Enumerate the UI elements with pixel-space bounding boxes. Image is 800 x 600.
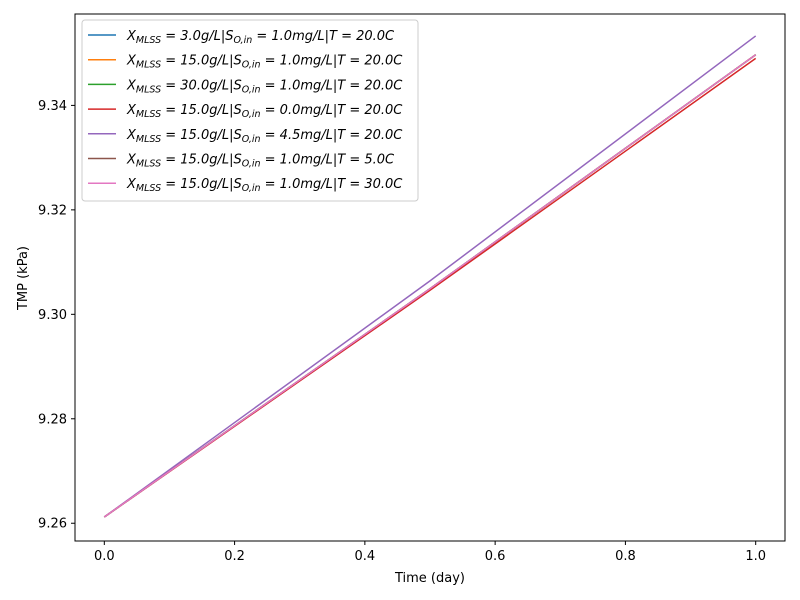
series-line-7 xyxy=(103,54,757,518)
y-axis: 9.26 9.28 9.30 9.32 9.34 xyxy=(38,99,75,532)
y-tick-label: 9.30 xyxy=(38,308,67,323)
x-axis-label: Time (day) xyxy=(394,571,465,586)
x-tick-label: 1.0 xyxy=(745,549,766,564)
y-axis-label: TMP (kPa) xyxy=(16,246,31,311)
y-tick-label: 9.32 xyxy=(38,203,67,218)
x-tick-label: 0.4 xyxy=(355,549,376,564)
x-axis: 0.0 0.2 0.4 0.6 0.8 1.0 xyxy=(94,541,766,564)
legend-box xyxy=(81,19,419,202)
y-tick-label: 9.28 xyxy=(38,412,67,427)
legend-label-1: XMLSS = 3.0g/L|SO,in = 1.0mg/L|T = 20.0C xyxy=(126,29,395,46)
legend-label-5: XMLSS = 15.0g/L|SO,in = 4.5mg/L|T = 20.0… xyxy=(126,128,403,145)
series-line-5 xyxy=(103,35,757,518)
legend-label-3: XMLSS = 30.0g/L|SO,in = 1.0mg/L|T = 20.0… xyxy=(126,78,403,95)
legend: XMLSS = 3.0g/L|SO,in = 1.0mg/L|T = 20.0C… xyxy=(81,19,419,202)
x-tick-label: 0.0 xyxy=(94,549,115,564)
legend-label-6: XMLSS = 15.0g/L|SO,in = 1.0mg/L|T = 5.0C xyxy=(126,153,395,170)
legend-label-2: XMLSS = 15.0g/L|SO,in = 1.0mg/L|T = 20.0… xyxy=(126,54,403,71)
x-tick-label: 0.2 xyxy=(224,549,245,564)
y-tick-label: 9.34 xyxy=(38,99,67,114)
legend-label-7: XMLSS = 15.0g/L|SO,in = 1.0mg/L|T = 30.0… xyxy=(126,177,403,194)
y-tick-label: 9.26 xyxy=(38,517,67,532)
plot-area-frame xyxy=(74,13,786,542)
legend-label-4: XMLSS = 15.0g/L|SO,in = 0.0mg/L|T = 20.0… xyxy=(126,103,403,120)
x-tick-label: 0.8 xyxy=(615,549,636,564)
series-layer xyxy=(103,35,757,518)
x-tick-label: 0.6 xyxy=(485,549,506,564)
